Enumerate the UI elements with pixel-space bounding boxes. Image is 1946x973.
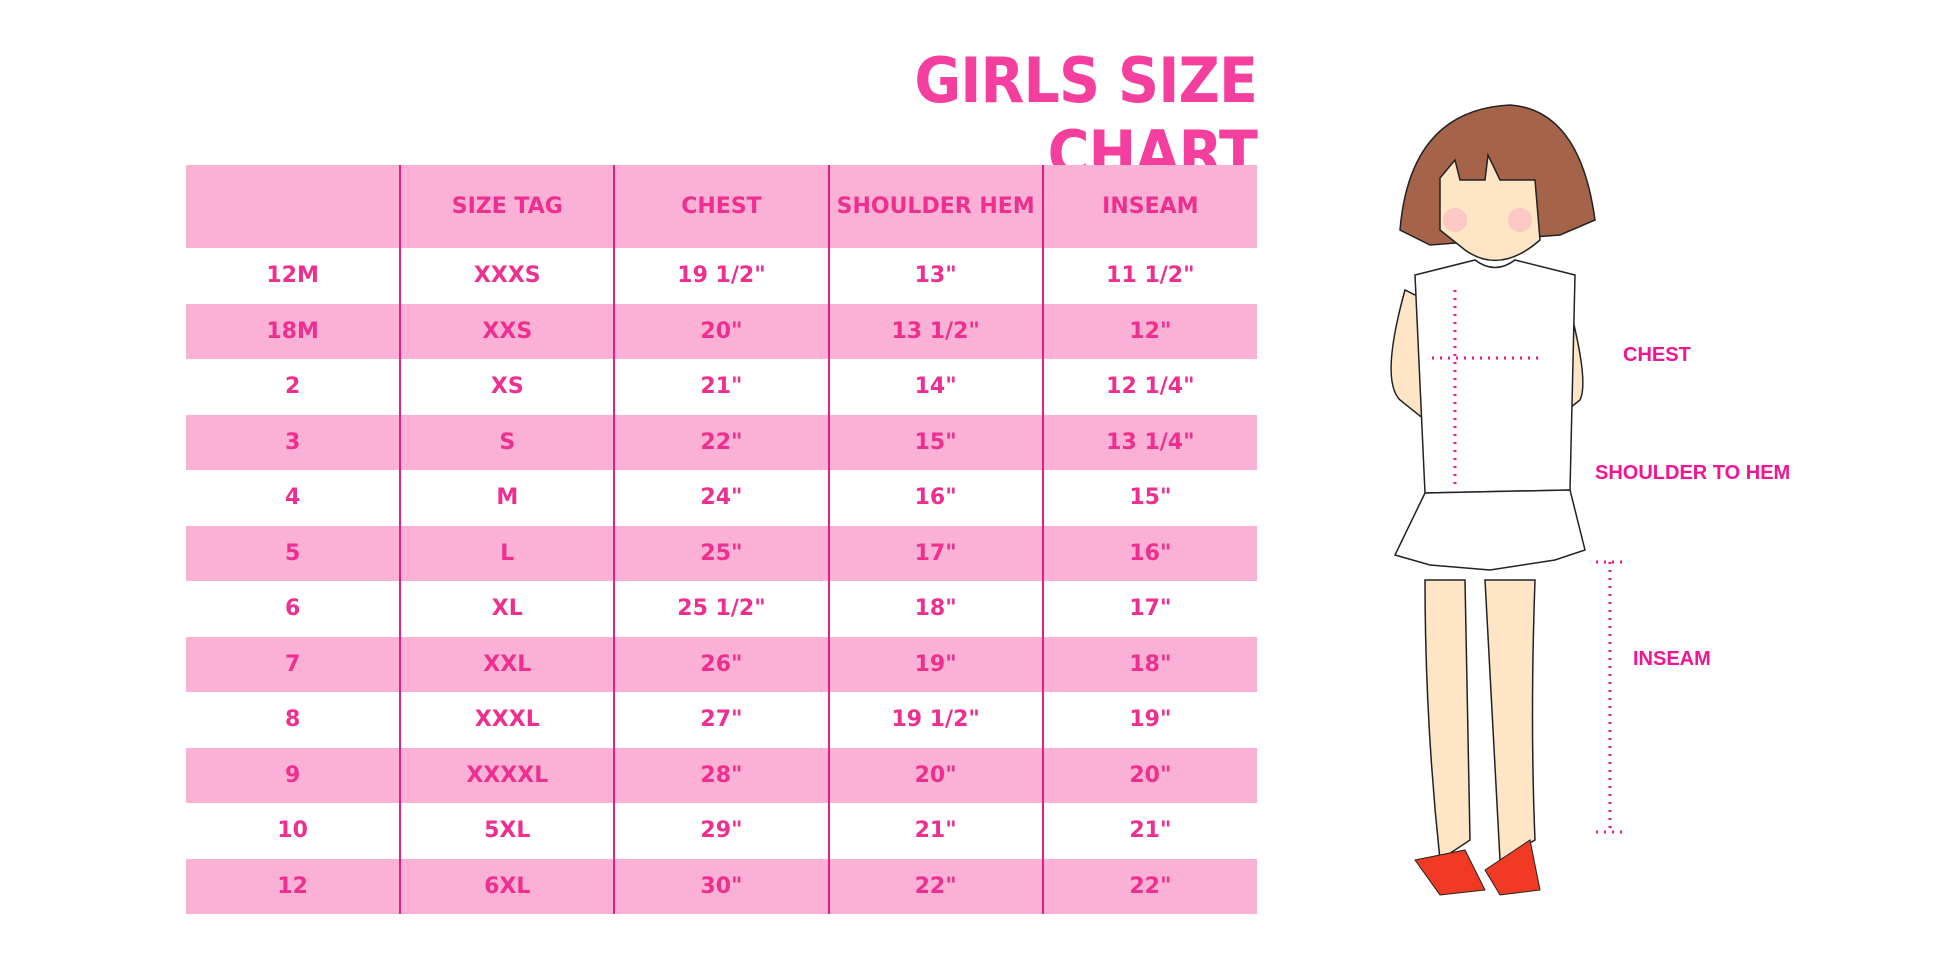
table-cell: 22" — [1041, 858, 1257, 914]
table-row: 10 5XL 29" 21" 21" — [186, 803, 1257, 859]
table-cell: 29" — [613, 803, 829, 859]
face — [1439, 152, 1541, 262]
table-cell: 21" — [1041, 803, 1257, 859]
table-cell: 7 — [186, 636, 401, 692]
table-cell: 4 — [284, 485, 301, 511]
table-cell: 21" — [613, 359, 829, 415]
table-cell: 12 — [186, 858, 401, 914]
shoes — [1414, 839, 1541, 896]
table-cell: 18" — [827, 581, 1043, 637]
table-cell: XL — [399, 581, 615, 637]
table-cell: XXXS — [399, 248, 615, 304]
table-cell: 2 — [284, 374, 301, 400]
table-cell: 10 — [277, 818, 308, 844]
table-cell: 12" — [1041, 303, 1257, 359]
table-cell: 17" — [1041, 581, 1257, 637]
table-header-row: SIZE TAG CHEST SHOULDER HEM INSEAM — [186, 165, 1257, 248]
table-row: 12 6XL 30" 22" 22" — [186, 858, 1257, 914]
column-header: SHOULDER HEM — [827, 165, 1043, 248]
legs — [1424, 579, 1536, 862]
table-cell: 20" — [827, 747, 1043, 803]
table-cell: 12M — [266, 263, 319, 289]
table-cell: 6 — [284, 596, 301, 622]
table-cell: XS — [399, 359, 615, 415]
table-cell: 13 1/2" — [827, 303, 1043, 359]
table-row: 4 M 24" 16" 15" — [186, 470, 1257, 526]
table-row: 5 L 25" 17" 16" — [186, 525, 1257, 581]
table-cell: 25 1/2" — [613, 581, 829, 637]
table-cell: 3 — [186, 414, 401, 470]
table-cell: XXXL — [399, 692, 615, 748]
table-cell: M — [399, 470, 615, 526]
table-cell: XXXXL — [399, 747, 615, 803]
table-row: 7 XXL 26" 19" 18" — [186, 636, 1257, 692]
girl-illustration — [1390, 104, 1625, 896]
table-cell: 5 — [186, 525, 401, 581]
table-row: 2 XS 21" 14" 12 1/4" — [186, 359, 1257, 415]
table-cell: 19 1/2" — [827, 692, 1043, 748]
table-cell: 15" — [1041, 470, 1257, 526]
table-cell: 12 1/4" — [1041, 359, 1257, 415]
table-cell: 11 1/2" — [1041, 248, 1257, 304]
column-header: SIZE TAG — [399, 165, 615, 248]
table-cell: 16" — [1041, 525, 1257, 581]
table-cell: 25" — [613, 525, 829, 581]
table-cell: 26" — [613, 636, 829, 692]
table-cell: 9 — [186, 747, 401, 803]
table-cell: S — [399, 414, 615, 470]
table-cell: 21" — [827, 803, 1043, 859]
page-title: GIRLS SIZE CHART — [914, 44, 1258, 190]
chest-label: CHEST — [1623, 344, 1691, 366]
table-cell: 19 1/2" — [613, 248, 829, 304]
table-row: 6 XL 25 1/2" 18" 17" — [186, 581, 1257, 637]
table-row: 12M XXXS 19 1/2" 13" 11 1/2" — [186, 248, 1257, 304]
table-cell: 17" — [827, 525, 1043, 581]
shoulder-to-hem-label: SHOULDER TO HEM — [1595, 462, 1791, 484]
table-cell: 13 1/4" — [1041, 414, 1257, 470]
table-cell: 14" — [827, 359, 1043, 415]
table-cell: 8 — [284, 707, 301, 733]
table-cell: 5XL — [399, 803, 615, 859]
skirt — [1393, 489, 1586, 571]
table-cell: 18M — [186, 303, 401, 359]
table-cell: 20" — [613, 303, 829, 359]
table-cell: 6XL — [399, 858, 615, 914]
table-cell: 22" — [613, 414, 829, 470]
table-cell: 20" — [1041, 747, 1257, 803]
table-row: 8 XXXL 27" 19 1/2" 19" — [186, 692, 1257, 748]
table-cell: 19" — [1041, 692, 1257, 748]
column-header — [186, 165, 401, 248]
table-cell: L — [399, 525, 615, 581]
table-cell: XXS — [399, 303, 615, 359]
table-row: 3 S 22" 15" 13 1/4" — [186, 414, 1257, 470]
column-header: CHEST — [613, 165, 829, 248]
column-header: INSEAM — [1041, 165, 1257, 248]
table-cell: 16" — [827, 470, 1043, 526]
size-table: SIZE TAG CHEST SHOULDER HEM INSEAM 12M XXXS 1… — [186, 165, 1257, 914]
top — [1414, 259, 1576, 494]
table-row: 9 XXXXL 28" 20" 20" — [186, 747, 1257, 803]
table-cell: 22" — [827, 858, 1043, 914]
table-cell: 15" — [827, 414, 1043, 470]
inseam-label: INSEAM — [1633, 648, 1711, 670]
table-row: 18M XXS 20" 13 1/2" 12" — [186, 303, 1257, 359]
table-cell: 28" — [613, 747, 829, 803]
table-cell: 19" — [827, 636, 1043, 692]
table-cell: 13" — [827, 248, 1043, 304]
table-cell: 24" — [613, 470, 829, 526]
table-cell: 27" — [613, 692, 829, 748]
table-cell: 18" — [1041, 636, 1257, 692]
table-cell: 30" — [613, 858, 829, 914]
table-cell: XXL — [399, 636, 615, 692]
